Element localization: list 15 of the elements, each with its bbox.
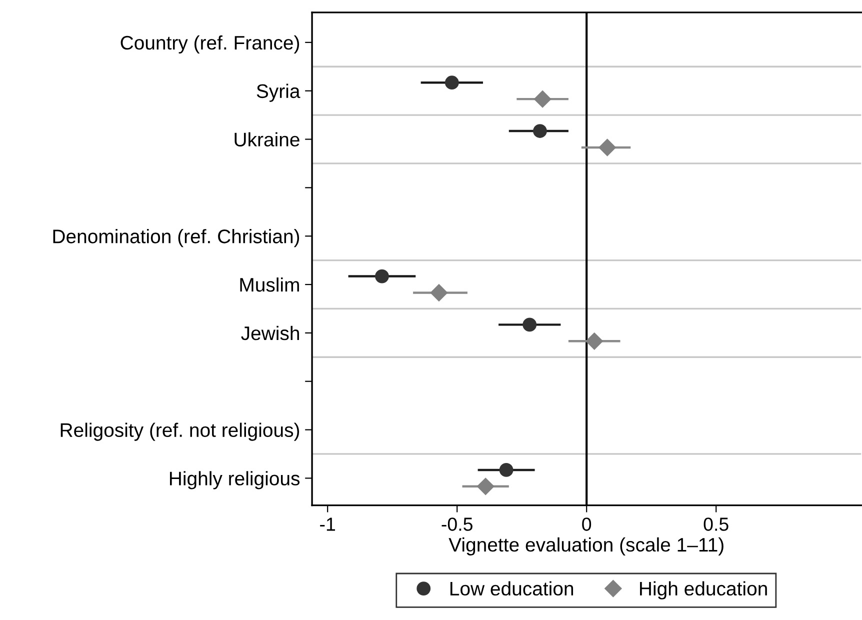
y-tick-label: Ukraine xyxy=(234,132,300,146)
x-tick-label: 0 xyxy=(582,518,592,531)
y-tick-label: Denomination (ref. Christian) xyxy=(53,229,300,248)
y-tick-label: Jewish xyxy=(241,326,299,340)
x-tick-label: -0.5 xyxy=(442,518,472,531)
legend-label: Low education xyxy=(450,581,574,596)
legend-label: High education xyxy=(640,581,767,600)
x-tick-label: 0.5 xyxy=(704,518,728,531)
y-tick-label: Highly religious xyxy=(170,471,300,490)
y-tick-label: Religosity (ref. not religious) xyxy=(60,422,300,441)
y-tick-label: Syria xyxy=(256,84,300,102)
y-tick-label: Muslim xyxy=(240,277,299,292)
y-tick-label: Country (ref. France) xyxy=(120,35,300,54)
x-tick-label: -1 xyxy=(320,518,336,531)
x-axis-title: Vignette evaluation (scale 1–11) xyxy=(448,537,724,556)
